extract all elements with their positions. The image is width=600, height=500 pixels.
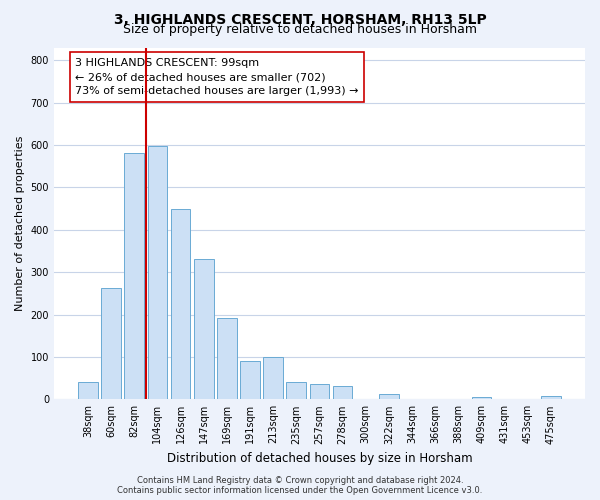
Text: Contains HM Land Registry data © Crown copyright and database right 2024.
Contai: Contains HM Land Registry data © Crown c… bbox=[118, 476, 482, 495]
Bar bbox=[310, 384, 329, 400]
Y-axis label: Number of detached properties: Number of detached properties bbox=[15, 136, 25, 311]
Bar bbox=[170, 208, 190, 400]
Bar bbox=[379, 394, 399, 400]
Text: Size of property relative to detached houses in Horsham: Size of property relative to detached ho… bbox=[123, 22, 477, 36]
X-axis label: Distribution of detached houses by size in Horsham: Distribution of detached houses by size … bbox=[167, 452, 472, 465]
Bar bbox=[194, 258, 214, 400]
Bar bbox=[148, 146, 167, 400]
Bar bbox=[263, 357, 283, 400]
Text: 3, HIGHLANDS CRESCENT, HORSHAM, RH13 5LP: 3, HIGHLANDS CRESCENT, HORSHAM, RH13 5LP bbox=[113, 12, 487, 26]
Bar bbox=[240, 361, 260, 400]
Bar bbox=[472, 397, 491, 400]
Bar bbox=[286, 382, 306, 400]
Bar bbox=[101, 288, 121, 400]
Bar bbox=[124, 154, 144, 400]
Bar bbox=[541, 396, 561, 400]
Bar bbox=[333, 386, 352, 400]
Text: 3 HIGHLANDS CRESCENT: 99sqm
← 26% of detached houses are smaller (702)
73% of se: 3 HIGHLANDS CRESCENT: 99sqm ← 26% of det… bbox=[75, 58, 359, 96]
Bar bbox=[78, 382, 98, 400]
Bar bbox=[217, 318, 236, 400]
